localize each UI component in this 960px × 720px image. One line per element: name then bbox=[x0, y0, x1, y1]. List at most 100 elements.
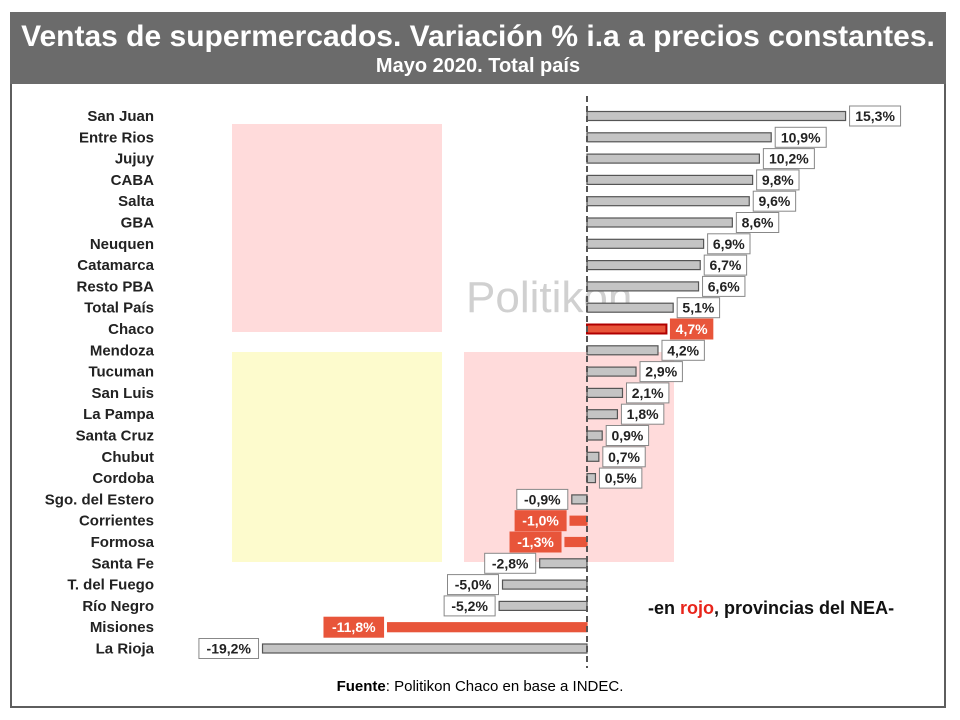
bar-chubut bbox=[586, 451, 600, 462]
bar-caba bbox=[586, 174, 754, 185]
category-label-mendoza: Mendoza bbox=[90, 342, 155, 359]
value-label-box bbox=[447, 574, 499, 596]
value-label-text: 2,1% bbox=[632, 385, 664, 401]
value-label-box bbox=[639, 361, 683, 383]
value-label-box bbox=[323, 616, 385, 638]
bar-entre-rios bbox=[586, 132, 772, 143]
category-label-catamarca: Catamarca bbox=[77, 257, 154, 274]
chart-subtitle: Mayo 2020. Total país bbox=[375, 55, 581, 77]
source-text: : Politikon Chaco en base a INDEC. bbox=[385, 678, 624, 695]
bar-jujuy bbox=[586, 153, 760, 164]
value-label-text: 9,8% bbox=[762, 172, 794, 188]
value-label-text: -0,9% bbox=[524, 491, 561, 507]
value-label-sgo-del-estero: -0,9% bbox=[516, 488, 569, 510]
value-label-salta: 9,6% bbox=[752, 190, 797, 212]
source-label: Fuente bbox=[336, 678, 386, 695]
value-label-text: -5,0% bbox=[455, 577, 492, 593]
category-label-corrientes: Corrientes bbox=[79, 513, 154, 530]
bar-san-juan bbox=[586, 110, 847, 122]
value-label-box bbox=[735, 212, 780, 233]
value-label-text: 10,2% bbox=[769, 151, 809, 167]
value-label-box bbox=[598, 467, 643, 489]
value-label-box bbox=[605, 425, 650, 446]
category-labels: San Juan Entre Rios Jujuy CABA Salta GBA Neuqu… bbox=[45, 108, 155, 658]
value-label-santa-fe: -2,8% bbox=[484, 552, 537, 574]
category-label-r-o-negro: Río Negro bbox=[82, 598, 154, 615]
value-labels: 15,3% 10,9% 10,2% 9,8% 9,6% 8,6% 6,9% 6,7% 6,6% 5… bbox=[198, 105, 902, 659]
value-label-total-pa-s: 5,1% bbox=[676, 297, 721, 319]
chart-header: Ventas de supermercados. Variación % i.a… bbox=[10, 12, 946, 84]
value-label-r-o-negro: -5,2% bbox=[443, 595, 496, 617]
value-label-box bbox=[484, 552, 537, 574]
value-label-la-rioja: -19,2% bbox=[198, 638, 260, 659]
category-label-gba: GBA bbox=[121, 215, 155, 232]
nea-note: -en rojo, provincias del NEA- bbox=[648, 598, 894, 619]
value-label-box bbox=[602, 446, 646, 468]
value-label-caba: 9,8% bbox=[756, 169, 800, 191]
category-label-resto-pba: Resto PBA bbox=[76, 278, 154, 295]
value-label-text: -2,8% bbox=[492, 555, 529, 571]
value-label-text: 8,6% bbox=[742, 215, 774, 231]
value-label-mendoza: 4,2% bbox=[661, 339, 705, 361]
value-label-text: 6,7% bbox=[709, 257, 741, 273]
category-label-jujuy: Jujuy bbox=[115, 151, 155, 168]
value-label-box bbox=[620, 403, 665, 425]
bar-misiones bbox=[386, 622, 588, 633]
note-suffix: , provincias del NEA- bbox=[714, 598, 895, 618]
bar-cordoba bbox=[586, 473, 597, 484]
bar-sgo-del-estero bbox=[571, 494, 588, 505]
value-label-box bbox=[443, 595, 496, 617]
category-label-tucuman: Tucuman bbox=[88, 364, 154, 381]
bar-san-luis bbox=[586, 387, 624, 398]
bar-salta bbox=[586, 196, 750, 207]
category-label-la-pampa: La Pampa bbox=[83, 406, 155, 423]
value-label-box bbox=[669, 318, 714, 340]
bar-catamarca bbox=[586, 260, 701, 271]
value-label-box bbox=[702, 275, 746, 297]
value-label-text: -1,0% bbox=[522, 513, 559, 529]
bar-santa-fe bbox=[539, 558, 588, 569]
chart-title: Ventas de supermercados. Variación % i.a… bbox=[21, 20, 935, 53]
value-label-text: 1,8% bbox=[627, 406, 659, 422]
value-label-text: 2,9% bbox=[645, 364, 677, 380]
value-label-text: 4,7% bbox=[676, 321, 708, 337]
value-label-box bbox=[514, 510, 567, 532]
value-label-text: 15,3% bbox=[855, 108, 895, 124]
value-label-chubut: 0,7% bbox=[602, 446, 646, 468]
category-label-entre-rios: Entre Rios bbox=[79, 129, 154, 146]
bar-total-pa-s bbox=[586, 302, 674, 313]
bar-gba bbox=[586, 217, 733, 228]
value-label-catamarca: 6,7% bbox=[703, 254, 748, 276]
category-label-chubut: Chubut bbox=[102, 449, 154, 466]
value-label-la-pampa: 1,8% bbox=[620, 403, 665, 425]
value-label-box bbox=[676, 297, 721, 319]
category-label-salta: Salta bbox=[118, 193, 155, 210]
bar-r-o-negro bbox=[498, 600, 588, 612]
category-label-san-juan: San Juan bbox=[87, 108, 154, 125]
value-label-san-luis: 2,1% bbox=[625, 382, 670, 404]
bar-neuquen bbox=[586, 238, 705, 249]
bar-corrientes bbox=[569, 515, 588, 526]
category-label-santa-cruz: Santa Cruz bbox=[76, 428, 154, 445]
value-label-box bbox=[516, 488, 569, 510]
category-label-la-rioja: La Rioja bbox=[96, 641, 155, 658]
bar-santa-cruz bbox=[586, 430, 603, 441]
bar-formosa bbox=[564, 536, 588, 548]
value-label-corrientes: -1,0% bbox=[514, 510, 567, 532]
value-label-box bbox=[625, 382, 670, 404]
category-label-total-pa-s: Total País bbox=[84, 300, 154, 317]
value-label-formosa: -1,3% bbox=[509, 531, 562, 553]
value-label-entre-rios: 10,9% bbox=[774, 126, 827, 148]
value-label-jujuy: 10,2% bbox=[762, 148, 815, 170]
bar-tucuman bbox=[586, 366, 637, 377]
bar-t-del-fuego bbox=[501, 579, 588, 590]
value-label-text: 4,2% bbox=[667, 342, 699, 358]
note-highlight: rojo bbox=[680, 598, 715, 618]
value-label-santa-cruz: 0,9% bbox=[605, 425, 650, 446]
value-label-text: -5,2% bbox=[451, 598, 488, 614]
category-label-cordoba: Cordoba bbox=[92, 470, 154, 487]
bar-la-pampa bbox=[586, 409, 619, 420]
watermark-square-top-left bbox=[232, 124, 442, 332]
category-label-caba: CABA bbox=[111, 172, 154, 189]
value-label-text: 0,7% bbox=[608, 449, 640, 465]
